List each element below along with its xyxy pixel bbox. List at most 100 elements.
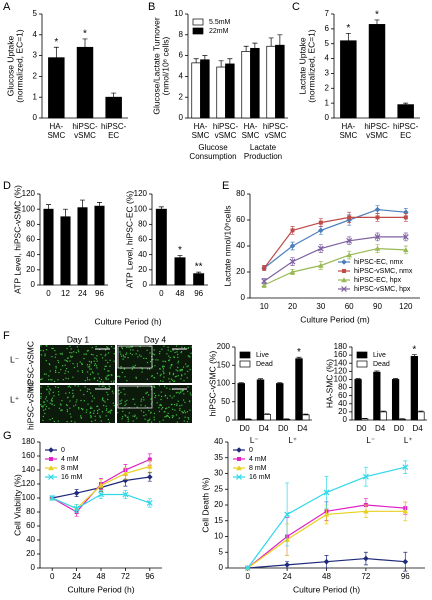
panel-letter: B (148, 1, 155, 13)
y-tick-label: 5 (325, 39, 330, 48)
x-tick-label: hiPSC-EC (101, 122, 127, 140)
cell-dot (113, 380, 115, 382)
cell-dot (87, 350, 89, 352)
cell-dot (145, 357, 148, 360)
y-tick-label: 120 (134, 189, 148, 198)
cell-dot (159, 421, 161, 423)
marker (323, 489, 330, 496)
cell-dot (96, 405, 98, 407)
cell-dot (174, 351, 176, 354)
cell-dot (75, 401, 77, 403)
cell-dot (105, 405, 107, 407)
cell-dot (184, 346, 186, 349)
cell-dot (162, 368, 165, 370)
cell-dot (134, 415, 136, 418)
cell-dot (121, 418, 123, 420)
cell-dot (120, 366, 122, 368)
legend-label: hiPSC-EC, hpx (354, 277, 402, 284)
cell-dot (96, 355, 98, 357)
cell-dot (107, 418, 109, 421)
panel-letter: D (3, 180, 11, 192)
bar (216, 66, 226, 119)
cell-dot (179, 407, 181, 410)
cell-dot (132, 415, 134, 417)
cell-dot (186, 421, 189, 423)
cell-dot (110, 345, 113, 348)
cell-dot (78, 351, 80, 353)
cell-dot (95, 345, 97, 348)
cell-dot (153, 377, 155, 379)
cell-dot (124, 414, 126, 416)
cell-dot (167, 412, 169, 415)
marker (375, 215, 380, 220)
cell-dot (60, 409, 62, 411)
y-tick-label: 160 (334, 350, 348, 359)
cell-dot (160, 373, 162, 375)
cell-dot (42, 350, 44, 352)
cell-dot (179, 409, 181, 411)
y-axis-label: (normalized, EC=1) (306, 29, 316, 103)
cell-dot (68, 385, 71, 387)
bar (397, 104, 414, 119)
x-tick-label: HA-SMC (47, 122, 65, 140)
cell-dot (139, 346, 141, 348)
cell-dot (55, 365, 57, 368)
cell-dot (136, 417, 138, 419)
cell-dot (91, 346, 93, 349)
cell-dot (96, 358, 98, 360)
x-tick-label: 72 (361, 572, 370, 581)
y-tick-label: 10 (174, 9, 183, 18)
cell-dot (125, 353, 127, 356)
cell-dot (46, 345, 48, 347)
cell-dot (186, 366, 188, 368)
significance-label: * (346, 23, 350, 34)
cell-dot (158, 394, 160, 397)
cell-dot (80, 407, 83, 410)
legend-marker (341, 259, 347, 265)
cell-dot (90, 392, 92, 394)
y-tick-label: 40 (338, 399, 347, 408)
cell-dot (136, 406, 138, 408)
series-line (263, 236, 406, 282)
cell-dot (122, 410, 124, 413)
cell-dot (181, 368, 183, 371)
group-label: L⁻ (250, 436, 259, 445)
cell-dot (150, 412, 152, 414)
cell-dot (97, 412, 99, 414)
cell-dot (80, 416, 82, 419)
legend-marker (48, 465, 54, 471)
cell-dot (54, 386, 57, 388)
cell-dot (41, 405, 43, 407)
cell-dot (172, 349, 174, 351)
cell-dot (158, 410, 161, 413)
cell-dot (73, 405, 75, 407)
cell-dot (45, 396, 48, 398)
y-tick-label: 80 (26, 507, 35, 516)
bar (94, 205, 105, 286)
cell-dot (44, 404, 46, 406)
y-tick-label: 120 (334, 366, 348, 375)
cell-dot (58, 371, 60, 374)
legend-marker (341, 286, 347, 292)
cell-dot (145, 392, 147, 394)
marker (374, 245, 381, 251)
y-tick-label: 0 (143, 280, 148, 289)
cell-dot (40, 397, 42, 399)
cell-dot (42, 415, 44, 418)
cell-dot (101, 411, 104, 413)
x-tick-label: 0 (50, 572, 55, 581)
y-axis-label: (nmol/10⁶ cells) (160, 36, 170, 95)
cell-dot (103, 368, 106, 370)
y-tick-label: 60 (138, 235, 147, 244)
x-tick-label: HA-SMC (339, 122, 357, 140)
cell-dot (94, 357, 96, 359)
cell-dot (94, 415, 96, 417)
cell-dot (50, 399, 53, 401)
significance-label: * (178, 245, 182, 256)
error-bar (252, 42, 258, 49)
cell-dot (183, 379, 185, 382)
cell-dot (184, 416, 186, 418)
cell-dot (99, 416, 101, 418)
cell-dot (97, 379, 99, 382)
cell-dot (103, 385, 105, 387)
